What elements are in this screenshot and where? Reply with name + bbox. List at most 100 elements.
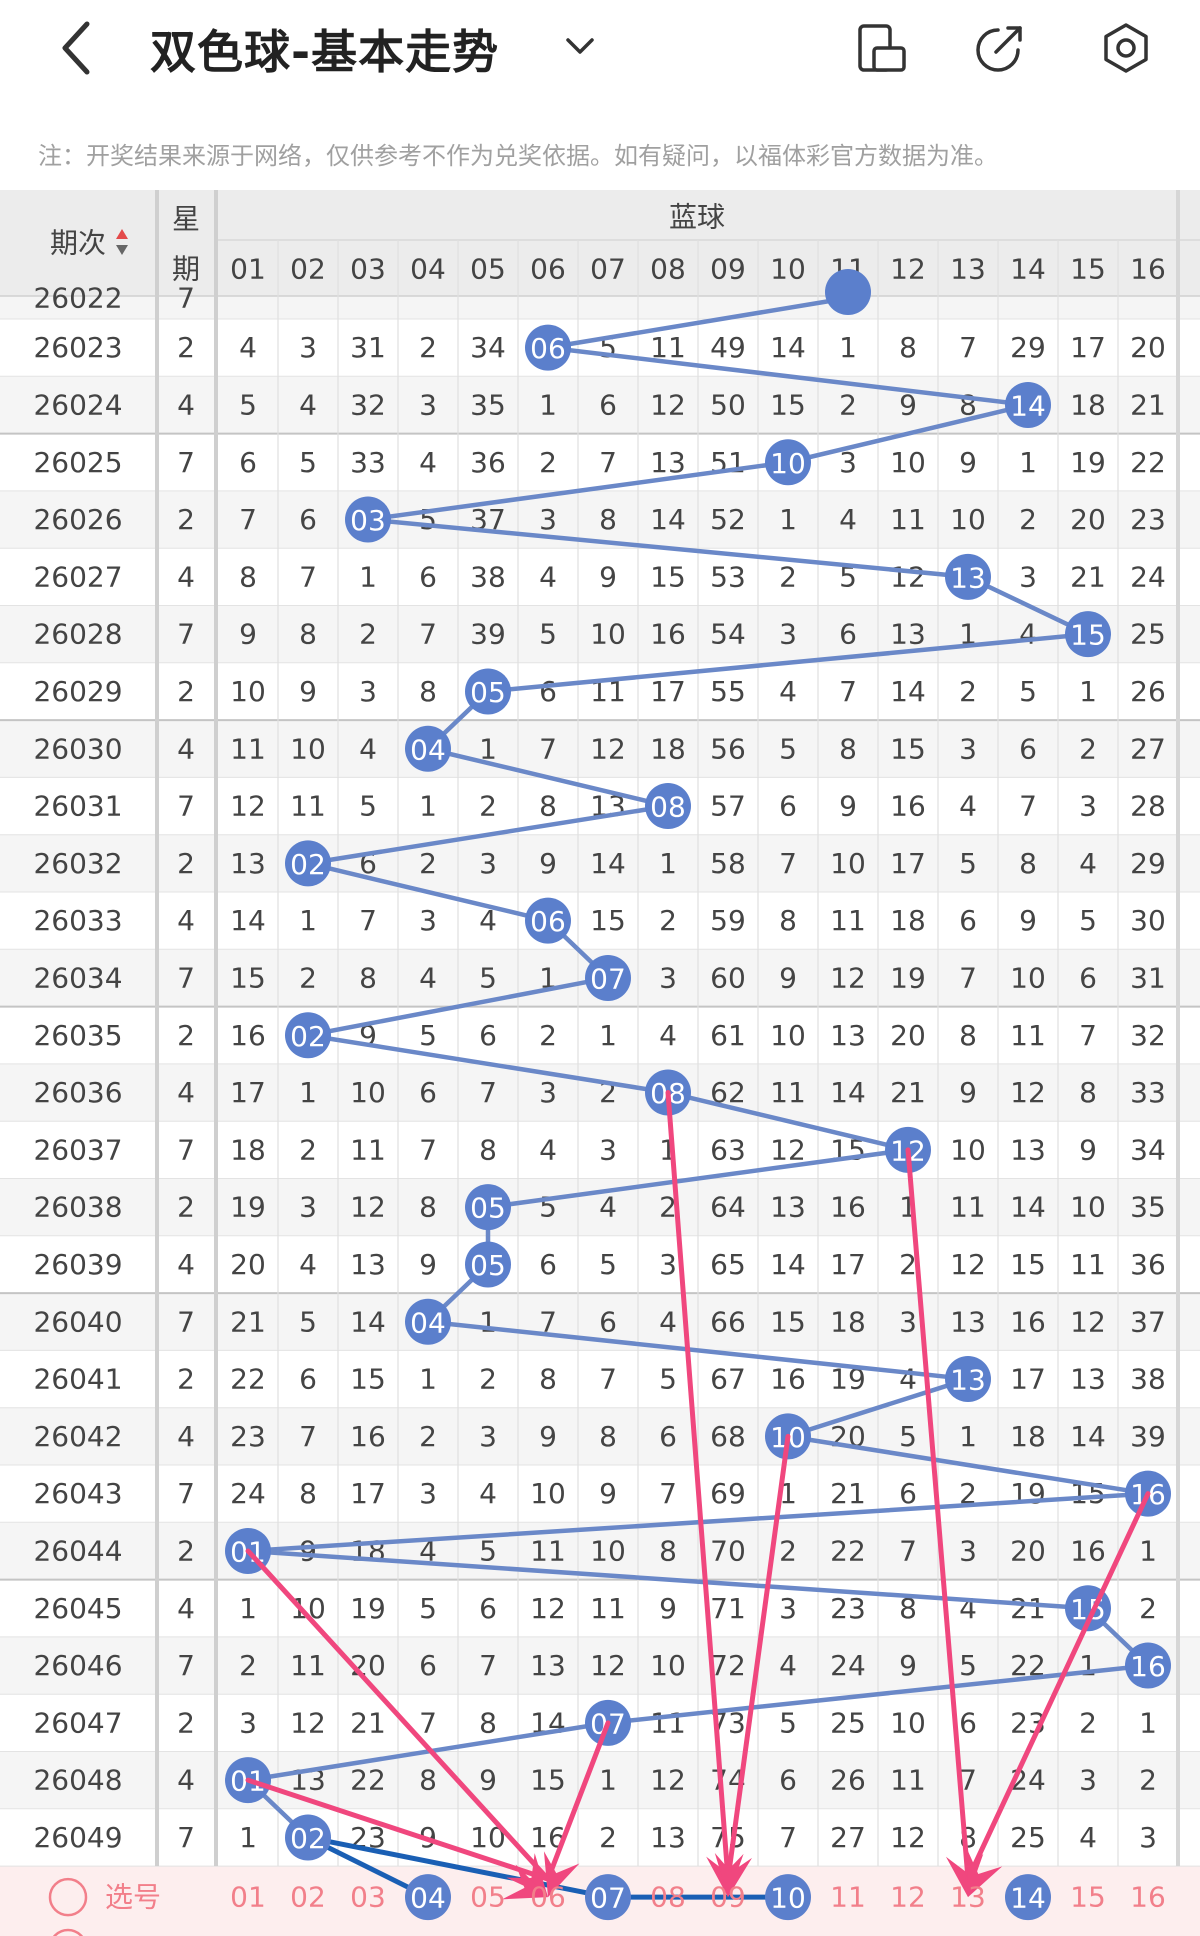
miss-count: 19 xyxy=(230,1191,266,1224)
selected-number-ball[interactable] xyxy=(765,1874,811,1921)
miss-count: 18 xyxy=(350,1534,386,1567)
miss-count: 9 xyxy=(479,1764,497,1797)
miss-count: 7 xyxy=(539,1305,557,1338)
select-radio-icon-partial[interactable] xyxy=(50,1928,86,1936)
miss-count: 9 xyxy=(899,388,917,421)
row-week: 2 xyxy=(177,1019,195,1052)
selected-number-ball[interactable] xyxy=(405,1874,451,1921)
row-issue: 26037 xyxy=(33,1133,122,1166)
miss-count: 2 xyxy=(539,446,557,479)
miss-count: 70 xyxy=(710,1534,746,1567)
rotate-screen-icon[interactable] xyxy=(854,20,910,76)
miss-count: 4 xyxy=(959,790,977,823)
miss-count: 2 xyxy=(779,1534,797,1567)
selected-number-14[interactable]: 14 xyxy=(1010,1882,1046,1915)
pick-number-02[interactable]: 02 xyxy=(290,1881,326,1914)
selected-number-07[interactable]: 07 xyxy=(590,1882,626,1915)
pick-number-03[interactable]: 03 xyxy=(350,1881,386,1914)
miss-count: 1 xyxy=(1079,1649,1097,1682)
selected-number-10[interactable]: 10 xyxy=(770,1882,806,1915)
miss-count: 3 xyxy=(839,446,857,479)
miss-count: 3 xyxy=(539,1076,557,1109)
miss-count: 5 xyxy=(299,1305,317,1338)
miss-count: 69 xyxy=(710,1477,746,1510)
miss-count: 5 xyxy=(419,1019,437,1052)
miss-count: 20 xyxy=(1130,331,1166,364)
pick-number-06[interactable]: 06 xyxy=(530,1881,566,1914)
miss-count: 34 xyxy=(470,331,506,364)
miss-count: 11 xyxy=(950,1191,986,1224)
miss-count: 7 xyxy=(959,1764,977,1797)
share-icon[interactable] xyxy=(972,20,1028,76)
pick-number-11[interactable]: 11 xyxy=(830,1881,866,1914)
back-arrow-icon[interactable] xyxy=(55,18,105,78)
miss-count: 7 xyxy=(359,904,377,937)
hit-ball xyxy=(765,439,811,486)
hit-ball xyxy=(945,553,991,600)
miss-count: 13 xyxy=(830,1019,866,1052)
sort-up-arrow-icon[interactable] xyxy=(116,229,128,239)
miss-count: 1 xyxy=(419,1363,437,1396)
pick-number-16[interactable]: 16 xyxy=(1130,1881,1166,1914)
selected-number-ball[interactable] xyxy=(585,1874,631,1921)
column-issue[interactable]: 期次 xyxy=(50,227,106,260)
miss-count: 5 xyxy=(299,446,317,479)
pick-number-01[interactable]: 01 xyxy=(230,1881,266,1914)
page-title[interactable]: 双色球-基本走势 xyxy=(150,25,500,79)
miss-count: 4 xyxy=(539,560,557,593)
miss-count: 34 xyxy=(1130,1133,1166,1166)
miss-count: 2 xyxy=(419,331,437,364)
miss-count: 66 xyxy=(710,1305,746,1338)
miss-count: 8 xyxy=(1079,1076,1097,1109)
miss-count: 7 xyxy=(779,1821,797,1854)
pick-number-09[interactable]: 09 xyxy=(710,1881,746,1914)
miss-count: 24 xyxy=(830,1649,866,1682)
miss-count: 11 xyxy=(290,1649,326,1682)
miss-count: 13 xyxy=(650,1821,686,1854)
pick-number-08[interactable]: 08 xyxy=(650,1881,686,1914)
miss-count: 1 xyxy=(299,1076,317,1109)
selected-number-04[interactable]: 04 xyxy=(410,1882,446,1915)
pick-number-05[interactable]: 05 xyxy=(470,1881,506,1914)
miss-count: 25 xyxy=(1010,1821,1046,1854)
miss-count: 1 xyxy=(1139,1706,1157,1739)
pick-number-15[interactable]: 15 xyxy=(1070,1881,1106,1914)
miss-count: 8 xyxy=(539,1363,557,1396)
miss-count: 10 xyxy=(350,1076,386,1109)
row-issue-partial: 26022 xyxy=(33,282,122,315)
pick-number-13[interactable]: 13 xyxy=(950,1881,986,1914)
sort-down-arrow-icon[interactable] xyxy=(116,245,128,255)
hit-ball xyxy=(945,1356,991,1403)
row-issue: 26031 xyxy=(33,790,122,823)
miss-count: 3 xyxy=(779,1592,797,1625)
miss-count: 2 xyxy=(359,618,377,651)
miss-count: 18 xyxy=(1070,388,1106,421)
miss-count: 17 xyxy=(650,675,686,708)
miss-count: 8 xyxy=(1019,847,1037,880)
hit-ball-number: 13 xyxy=(950,561,986,594)
settings-icon[interactable] xyxy=(1098,20,1154,76)
miss-count: 14 xyxy=(770,1248,806,1281)
row-week: 4 xyxy=(177,1764,195,1797)
miss-count: 2 xyxy=(1079,1706,1097,1739)
prediction-arrow xyxy=(245,1548,551,1882)
table-row xyxy=(0,1235,1200,1294)
row-week: 2 xyxy=(177,331,195,364)
selected-number-ball[interactable] xyxy=(1005,1874,1051,1921)
row-issue: 26046 xyxy=(33,1649,122,1682)
miss-count: 15 xyxy=(770,1305,806,1338)
pick-row-label[interactable]: 选号 xyxy=(105,1881,161,1914)
miss-count: 15 xyxy=(350,1363,386,1396)
miss-count: 8 xyxy=(239,560,257,593)
miss-count: 9 xyxy=(959,446,977,479)
miss-count: 3 xyxy=(419,904,437,937)
miss-count: 16 xyxy=(350,1420,386,1453)
select-radio-icon[interactable] xyxy=(48,1877,88,1917)
row-issue: 26047 xyxy=(33,1706,122,1739)
miss-count: 14 xyxy=(1070,1420,1106,1453)
miss-count: 8 xyxy=(479,1706,497,1739)
miss-count: 15 xyxy=(650,560,686,593)
miss-count: 12 xyxy=(770,1133,806,1166)
chevron-down-icon[interactable] xyxy=(560,28,600,64)
pick-number-12[interactable]: 12 xyxy=(890,1881,926,1914)
